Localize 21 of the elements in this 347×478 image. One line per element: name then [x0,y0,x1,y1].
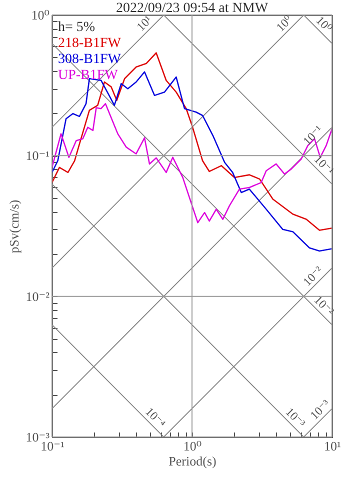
series-label: 308-B1FW [58,52,122,67]
annotation: 10⁻² [300,263,326,289]
annotation: 10⁻⁴ [142,404,168,430]
legend-title: h= 5% [58,20,96,35]
x-tick-label: 10⁰ [183,438,202,454]
series-label: UP-B1FW [58,68,119,83]
annotation: 10⁻¹ [311,152,338,178]
x-tick-label: 10⁻¹ [40,438,64,454]
annotation: 10⁻³ [307,396,333,422]
x-axis-title: Period(s) [168,454,216,468]
annotation: 10⁻¹ [300,122,326,148]
annotation: 10⁰ [313,13,336,36]
series-label: 218-B1FW [58,36,122,51]
x-tick-label: 10¹ [324,438,342,454]
annotation: 10⁻² [311,292,338,318]
annotation: 10⁰ [273,12,296,34]
y-tick-label: 10⁻² [26,288,50,304]
y-axis-title: pSv(cm/s) [6,200,22,254]
y-tick-label: 10⁰ [31,8,50,22]
y-tick-label: 10⁻¹ [26,148,50,164]
annotation: 10⁻³ [282,404,309,430]
